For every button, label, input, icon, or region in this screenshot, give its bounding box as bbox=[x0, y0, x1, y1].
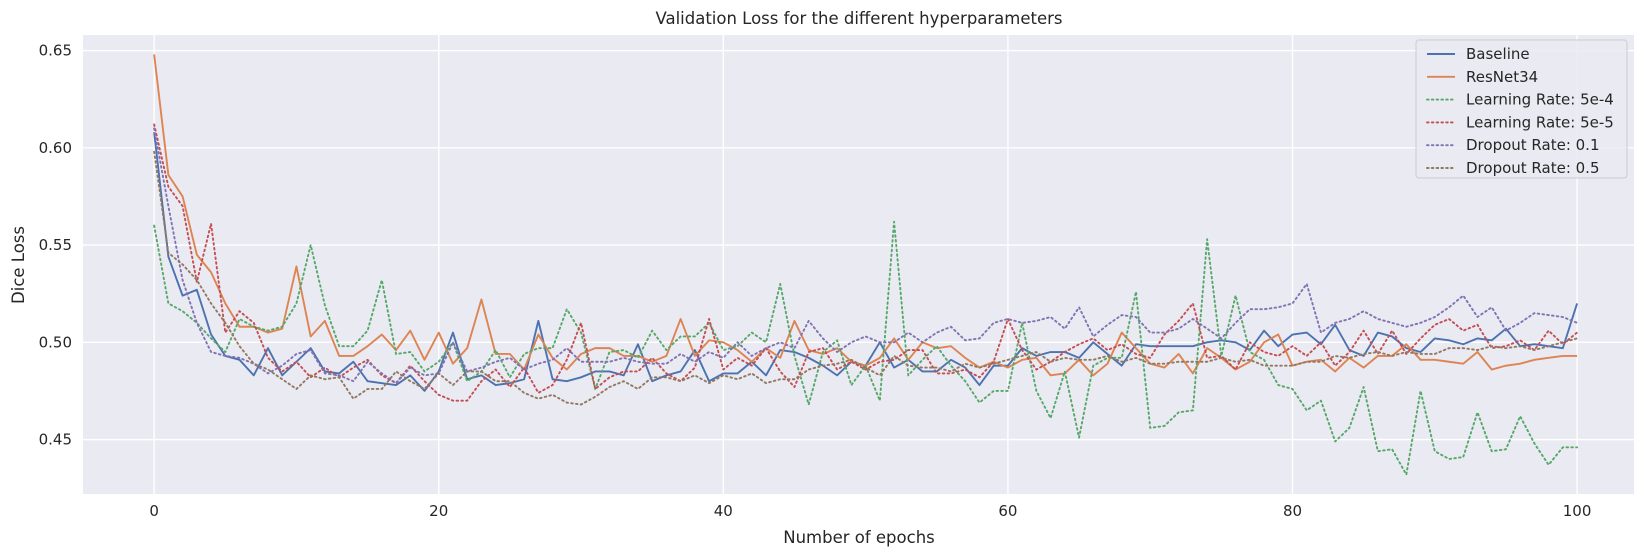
series-line-4 bbox=[153, 127, 1579, 385]
series-line-3 bbox=[153, 123, 1579, 402]
y-tick-label: 0.45 bbox=[39, 431, 72, 449]
legend-box bbox=[1415, 39, 1628, 179]
x-tick-label: 80 bbox=[1283, 502, 1302, 520]
chart-title: Validation Loss for the different hyperp… bbox=[655, 9, 1062, 28]
y-tick-label: 0.55 bbox=[39, 236, 72, 254]
series-lines bbox=[153, 54, 1579, 476]
legend-label: ResNet34 bbox=[1466, 68, 1538, 86]
x-axis-label: Number of epochs bbox=[783, 528, 935, 547]
legend-label: Learning Rate: 5e-5 bbox=[1466, 113, 1614, 131]
y-tick-label: 0.60 bbox=[39, 139, 72, 157]
y-tick-label: 0.65 bbox=[39, 42, 72, 60]
series-line-5 bbox=[153, 150, 1579, 406]
legend-label: Learning Rate: 5e-4 bbox=[1466, 91, 1614, 109]
y-tick-label: 0.50 bbox=[39, 333, 72, 351]
x-tick-label: 0 bbox=[149, 502, 159, 520]
x-tick-label: 20 bbox=[429, 502, 448, 520]
plot-area bbox=[83, 35, 1634, 494]
y-axis-label: Dice Loss bbox=[9, 226, 28, 304]
legend-label: Dropout Rate: 0.1 bbox=[1466, 136, 1600, 154]
x-tick-label: 60 bbox=[998, 502, 1017, 520]
tick-labels: 0 20 40 60 80 100 0.45 0.50 0.55 0.60 0.65 bbox=[39, 42, 1592, 520]
legend-label: Dropout Rate: 0.5 bbox=[1466, 159, 1600, 177]
legend-label: Baseline bbox=[1466, 45, 1530, 63]
x-tick-label: 40 bbox=[714, 502, 733, 520]
legend: Baseline ResNet34 Learning Rate: 5e-4 Learn… bbox=[1415, 39, 1628, 179]
series-line-2 bbox=[153, 220, 1579, 476]
x-tick-label: 100 bbox=[1563, 502, 1592, 520]
